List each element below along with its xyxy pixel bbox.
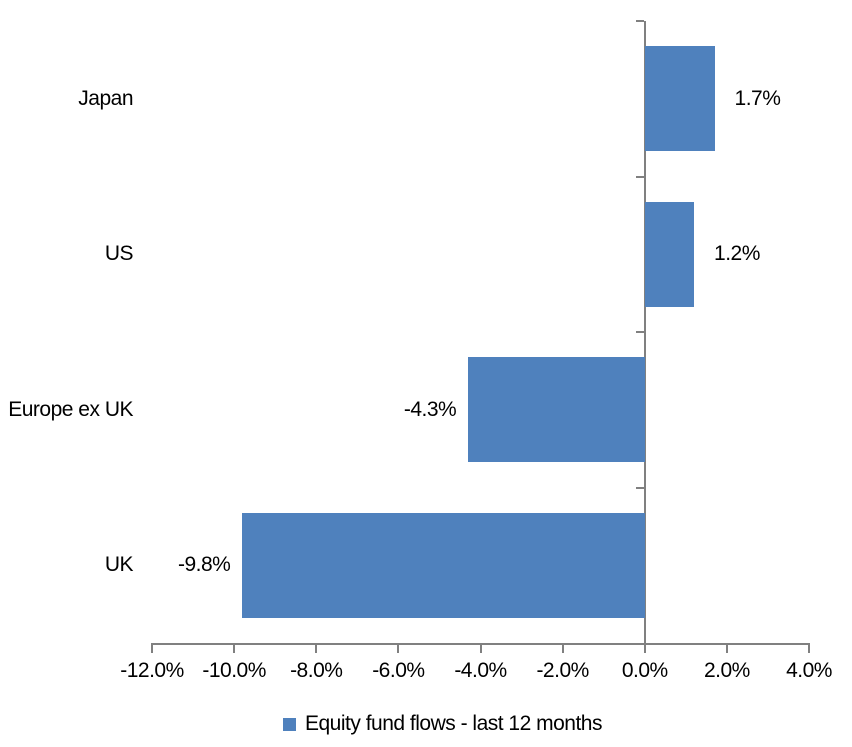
bar-europe-ex-uk (468, 357, 645, 463)
category-label-japan: Japan (78, 86, 133, 110)
x-axis-tick (315, 643, 318, 653)
x-axis-tick (479, 643, 482, 653)
x-tick-label: -10.0% (202, 659, 266, 682)
x-tick-label: -8.0% (290, 659, 343, 682)
legend-label: Equity fund flows - last 12 months (305, 712, 603, 735)
value-label-us: 1.2% (714, 242, 760, 266)
x-axis-tick (643, 643, 646, 653)
y-axis-zero-line (643, 21, 646, 651)
category-label-uk: UK (104, 553, 134, 577)
bar-japan (644, 46, 715, 152)
y-axis-tick (635, 175, 644, 178)
x-axis-tick (725, 643, 728, 653)
x-axis-tick (561, 643, 564, 653)
category-label-us: US (104, 242, 134, 266)
y-axis-tick (635, 20, 644, 22)
x-axis-tick (151, 643, 153, 653)
category-label-europe-ex-uk: Europe ex UK (8, 397, 133, 421)
x-tick-label: -2.0% (536, 659, 589, 682)
x-axis-tick (397, 643, 400, 653)
legend-swatch-icon (283, 717, 296, 731)
legend: Equity fund flows - last 12 months (0, 710, 852, 738)
bar-uk (242, 512, 645, 618)
bar-us (644, 201, 695, 307)
y-axis-tick (635, 331, 644, 333)
x-tick-label: 2.0% (703, 659, 750, 682)
x-axis-tick (808, 643, 810, 653)
value-label-uk: -9.8% (177, 553, 231, 577)
x-tick-label: 0.0% (621, 659, 668, 682)
x-tick-label: -12.0% (120, 659, 184, 682)
value-label-europe-ex-uk: -4.3% (403, 397, 457, 421)
y-axis-tick (635, 486, 644, 489)
x-tick-label: -6.0% (372, 659, 425, 682)
x-axis-tick (233, 643, 236, 653)
value-label-japan: 1.7% (734, 86, 781, 110)
x-tick-label: 4.0% (786, 659, 832, 682)
x-tick-label: -4.0% (454, 659, 507, 682)
